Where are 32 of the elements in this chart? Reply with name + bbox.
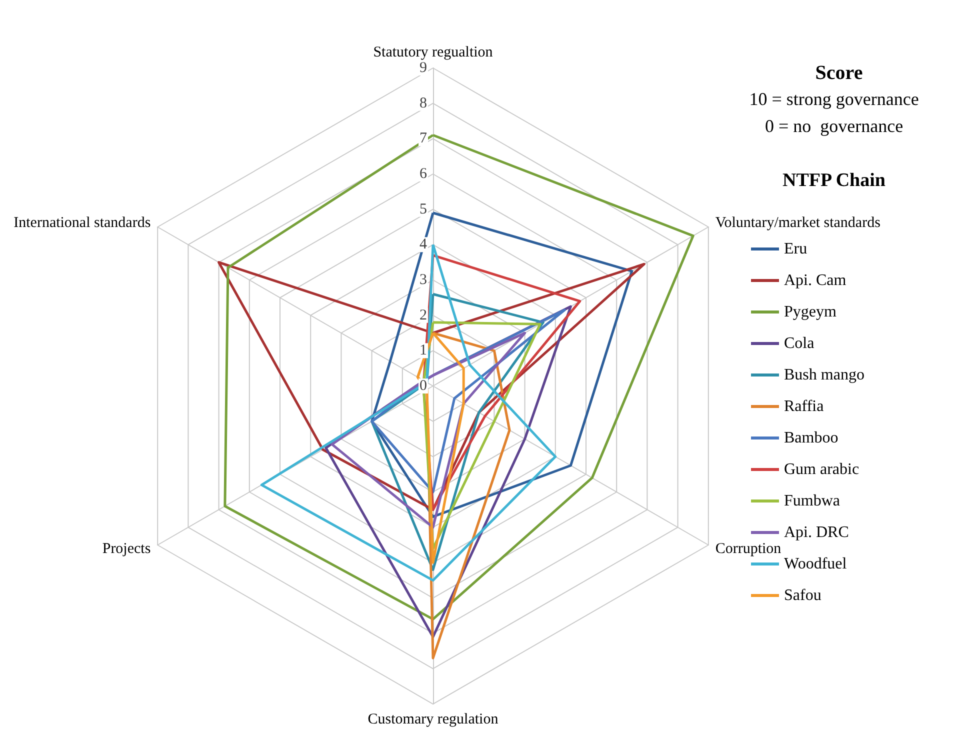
y-tick-label: 3 bbox=[420, 272, 427, 288]
legend-title: NTFP Chain bbox=[782, 170, 886, 191]
y-tick-label: 7 bbox=[420, 130, 428, 147]
text: 0 = no governance bbox=[764, 116, 904, 136]
y-tick-label: 1 bbox=[420, 342, 427, 359]
spoke-label: International standards bbox=[14, 215, 151, 231]
y-tick-label: 8 bbox=[420, 95, 427, 112]
legend-label: Fumbwa bbox=[784, 492, 840, 510]
spoke-label: Projects bbox=[102, 541, 151, 557]
legend-label: Gum arabic bbox=[784, 461, 860, 478]
legend-label: Pygeym bbox=[784, 304, 837, 320]
y-tick-label: 4 bbox=[420, 236, 428, 253]
y-tick-label: 9 bbox=[420, 60, 427, 76]
legend-label: Bush mango bbox=[784, 366, 864, 384]
legend-label: Api. DRC bbox=[784, 524, 849, 541]
y-tick-label: 6 bbox=[420, 166, 428, 182]
text: Score bbox=[815, 62, 863, 84]
spoke-label: Voluntary/market standards bbox=[715, 215, 881, 231]
legend-label: Safou bbox=[784, 587, 822, 604]
text: 10 = strong governance bbox=[749, 89, 919, 109]
y-tick-label: 5 bbox=[420, 201, 427, 218]
spoke-label: Customary regulation bbox=[368, 712, 499, 728]
legend-label: Eru bbox=[784, 240, 808, 258]
legend-label: Cola bbox=[784, 335, 814, 352]
y-tick-label: 2 bbox=[420, 307, 427, 324]
spoke-label: Corruption bbox=[715, 541, 782, 557]
legend-label: Api. Cam bbox=[784, 272, 847, 289]
legend-label: Woodfuel bbox=[784, 556, 848, 572]
legend-label: Raffia bbox=[784, 398, 824, 415]
y-tick-label: 0 bbox=[420, 378, 427, 394]
spoke-label: Statutory regualtion bbox=[373, 44, 494, 60]
legend-label: Bamboo bbox=[784, 430, 838, 446]
